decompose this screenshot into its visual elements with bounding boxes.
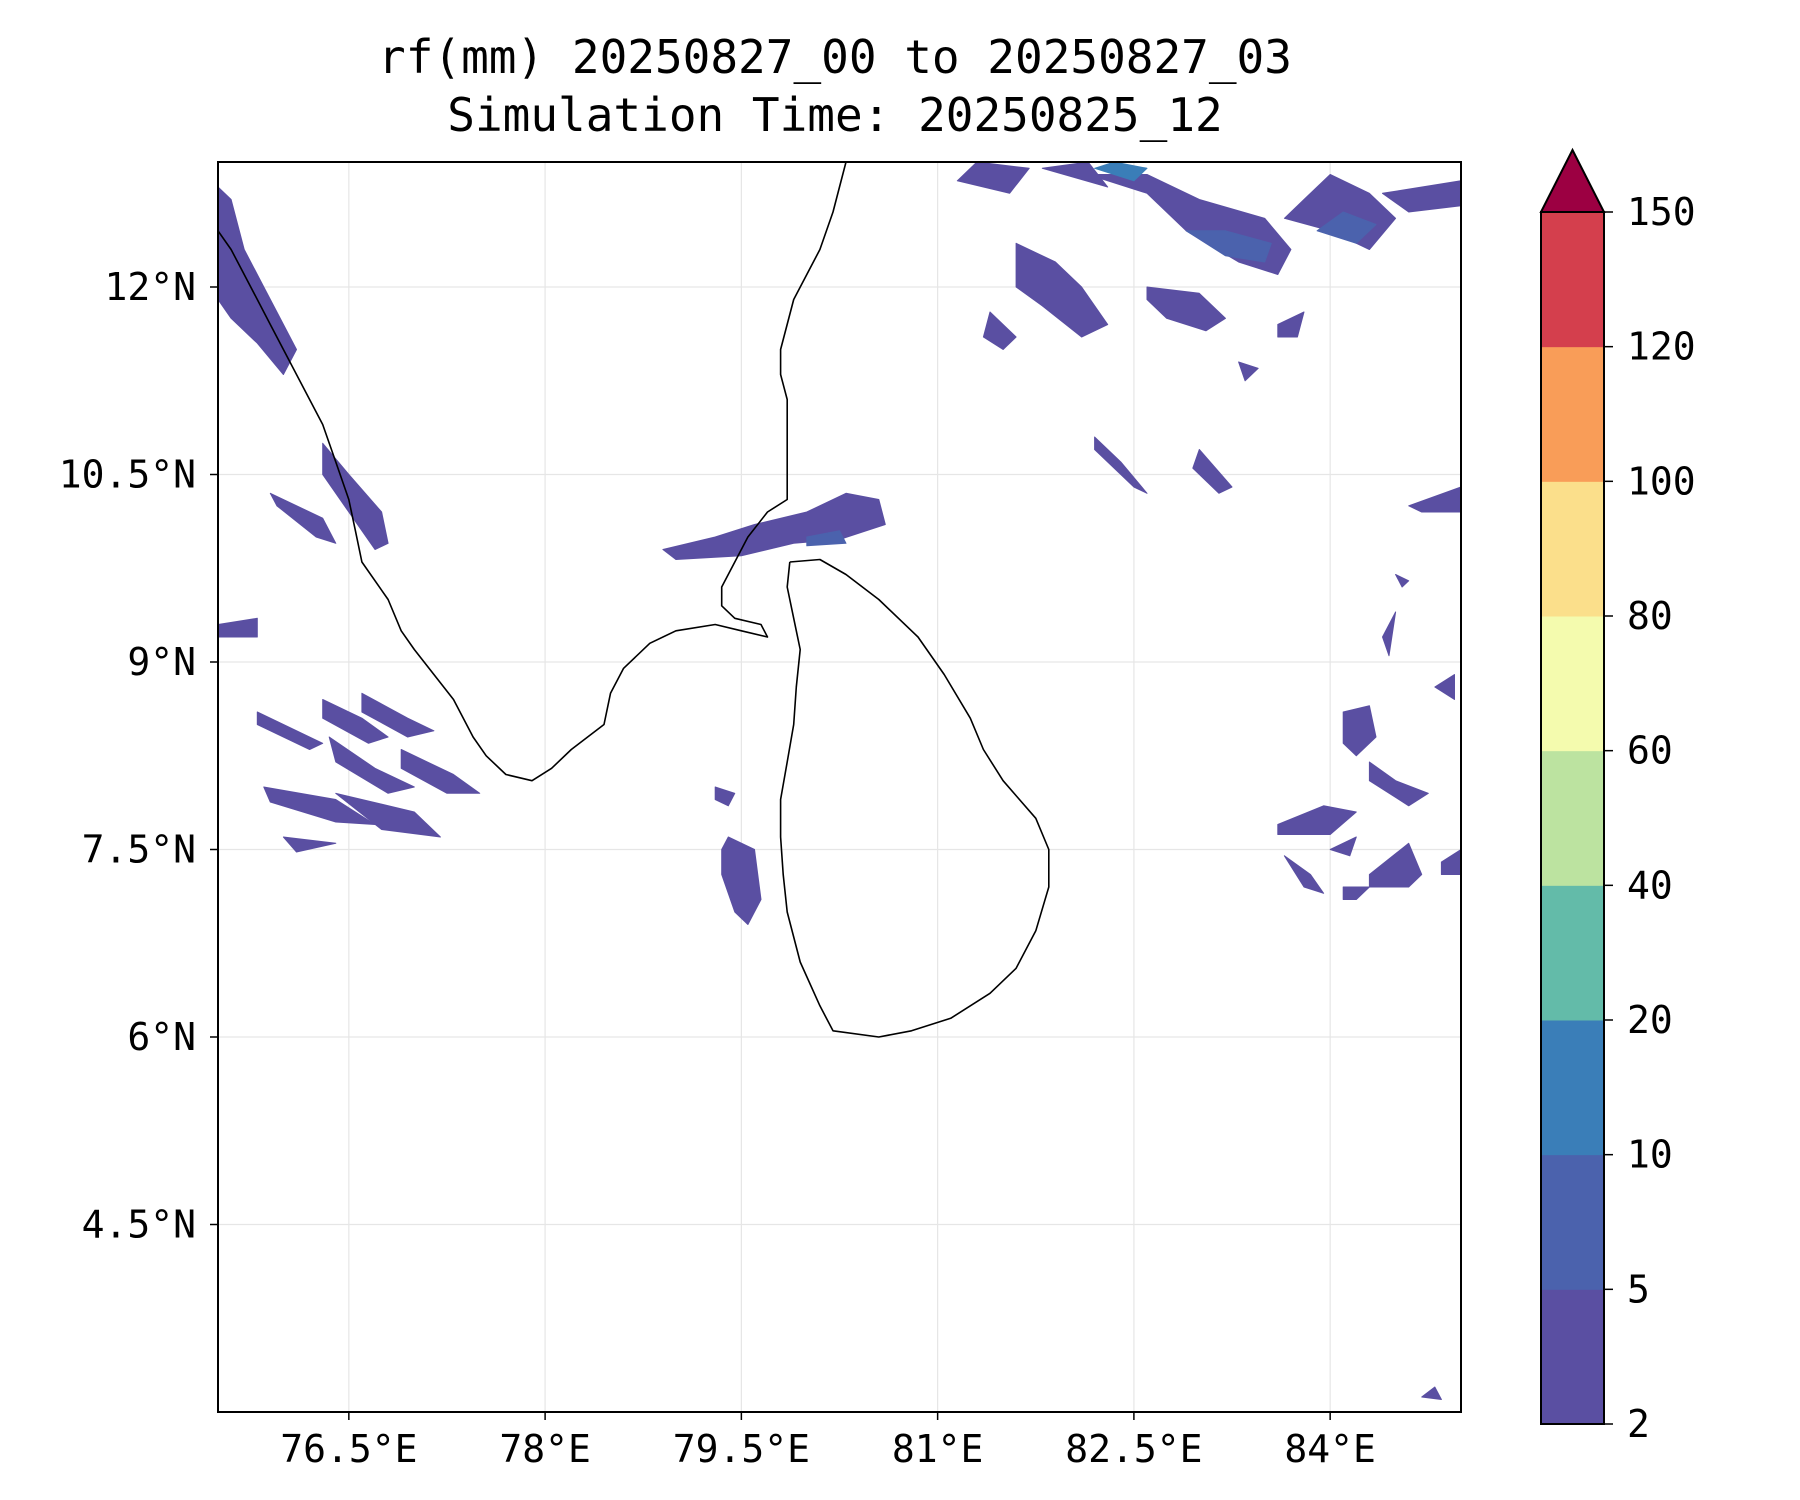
rain-patch-6: [361, 692, 435, 738]
rain-patch-8: [256, 711, 324, 750]
rain-patch-28: [1238, 361, 1259, 382]
colorbar-frame: [1540, 211, 1605, 1425]
colorbar-segment-6: [1541, 481, 1604, 617]
rain-patch-42: [1395, 574, 1410, 588]
colorbar-label-4: 40: [1627, 863, 1673, 907]
rain-patch-7: [400, 749, 481, 794]
rain-patch-18: [1146, 286, 1226, 332]
colorbar-label-3: 20: [1627, 998, 1673, 1042]
rain-patch-38: [1283, 855, 1325, 894]
rain-patch-36: [1368, 842, 1423, 888]
colorbar: 2 5 10 20 40 60 80 100 120 150: [1539, 147, 1696, 1446]
rain-patch-34: [1368, 761, 1429, 807]
rain-patch-16: [1015, 242, 1109, 338]
x-tick-label-0: 76.5°E: [280, 1427, 417, 1471]
rain-patch-32: [1382, 611, 1397, 657]
rain-patch-15: [714, 786, 736, 807]
colorbar-segment-4: [1541, 750, 1604, 886]
colorbar-segment-3: [1541, 885, 1604, 1021]
y-axis-ticks: 12°N 10.5°N 9°N 7.5°N 6°N 4.5°N: [59, 265, 218, 1247]
rain-patch-20: [1185, 230, 1272, 263]
rain-patch-17: [982, 311, 1017, 350]
gridlines: [218, 162, 1461, 1412]
coastlines: [218, 162, 1050, 1038]
rain-patch-14: [721, 836, 762, 925]
rain-patch-22: [1316, 211, 1377, 244]
rain-patch-25: [1041, 162, 1109, 188]
x-tick-label-5: 84°E: [1284, 1427, 1376, 1471]
colorbar-label-1: 5: [1627, 1267, 1650, 1311]
rain-patch-24: [956, 162, 1030, 194]
y-tick-label-2: 9°N: [127, 640, 196, 684]
coastline-0: [218, 162, 847, 782]
rain-patch-39: [1342, 886, 1370, 900]
colorbar-segment-8: [1541, 212, 1604, 348]
colorbar-label-5: 60: [1627, 729, 1673, 773]
colorbar-segment-7: [1541, 346, 1604, 482]
colorbar-label-9: 150: [1627, 190, 1696, 234]
rain-patch-31: [1408, 486, 1461, 513]
rain-patch-12: [662, 492, 886, 560]
colorbar-segment-1: [1541, 1154, 1604, 1290]
rain-patch-29: [1094, 436, 1148, 494]
title-line-1: rf(mm) 20250827_00 to 20250827_03: [378, 30, 1292, 84]
rain-patch-13: [806, 530, 847, 547]
colorbar-segment-0: [1541, 1289, 1604, 1425]
rain-patch-35: [1277, 805, 1357, 835]
y-tick-label-0: 12°N: [104, 265, 196, 309]
rain-patch-23: [1382, 180, 1461, 213]
rain-patch-30: [1192, 449, 1233, 494]
x-axis-ticks: 76.5°E 78°E 79.5°E 81°E 82.5°E 84°E: [280, 1412, 1376, 1471]
rain-patch-3: [218, 617, 258, 638]
x-tick-label-4: 82.5°E: [1065, 1427, 1202, 1471]
colorbar-extend-arrow: [1539, 147, 1606, 213]
rain-patch-27: [1277, 311, 1305, 338]
x-tick-label-3: 81°E: [892, 1427, 984, 1471]
colorbar-label-2: 10: [1627, 1133, 1673, 1177]
rain-patch-10: [335, 792, 441, 838]
colorbar-label-8: 120: [1627, 325, 1696, 369]
x-tick-label-1: 78°E: [499, 1427, 591, 1471]
y-tick-label-5: 4.5°N: [82, 1203, 196, 1247]
colorbar-segment-2: [1541, 1020, 1604, 1156]
y-tick-label-3: 7.5°N: [82, 828, 196, 872]
rain-patch-9: [263, 786, 376, 825]
rain-patch-37: [1440, 849, 1461, 875]
rain-patch-26: [1094, 162, 1148, 182]
colorbar-label-7: 100: [1627, 459, 1696, 503]
x-tick-label-2: 79.5°E: [673, 1427, 810, 1471]
colorbar-segment-5: [1541, 616, 1604, 752]
rain-patch-2: [269, 492, 337, 544]
y-tick-label-4: 6°N: [127, 1015, 196, 1059]
rain-patch-33: [1342, 705, 1377, 757]
coastline-1: [779, 558, 1050, 1038]
title-line-2: Simulation Time: 20250825_12: [447, 88, 1222, 142]
map-frame: [217, 161, 1462, 1413]
rain-patch-5: [328, 736, 415, 794]
rain-patch-40: [1329, 836, 1357, 857]
rain-patch-4: [322, 699, 389, 744]
rain-patch-0: [218, 186, 297, 375]
rain-patch-41: [1434, 674, 1455, 700]
rain-patch-43: [1421, 1386, 1442, 1400]
rain-patch-11: [282, 836, 337, 853]
colorbar-label-6: 80: [1627, 594, 1673, 638]
y-tick-label-1: 10.5°N: [59, 453, 196, 497]
colorbar-label-0: 2: [1627, 1402, 1650, 1446]
